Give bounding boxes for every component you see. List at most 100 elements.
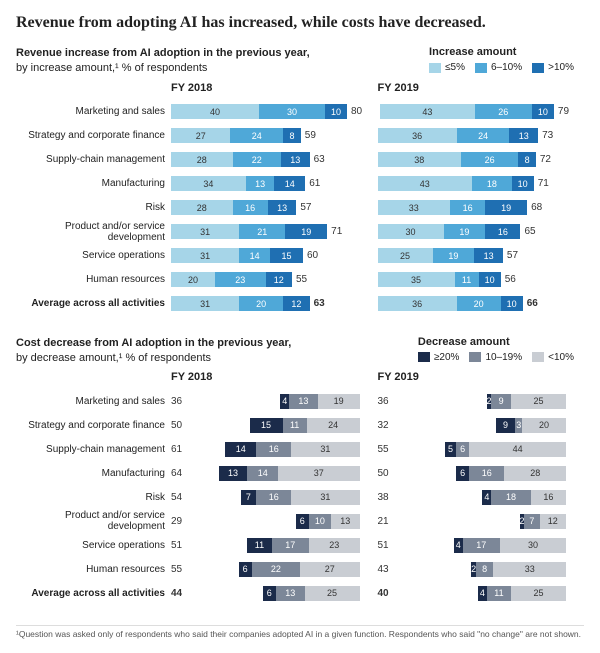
row-total: 50 [171,420,182,431]
bar-segment: 22 [252,562,300,577]
bar-segment: 30 [259,104,325,119]
bar-segment: 16 [256,490,291,505]
legend-item: ≤5% [429,62,465,73]
row-label: Average across all activities [16,588,171,599]
row-total: 55 [171,564,182,575]
bar-area: 932032 [378,418,585,433]
bar-segment: 7 [524,514,539,529]
bar-segment: 9 [496,418,516,433]
chart-row: Supply-chain management282213633826872 [16,148,584,172]
bar-segment: 35 [378,272,455,287]
bar-segment: 19 [285,224,327,239]
row-label: Product and/or service development [16,510,171,532]
chart-row: Marketing and sales4131936292536 [16,389,584,413]
bar-segment: 16 [450,200,485,215]
bar-area: 4131936 [171,394,378,409]
bar-segment: 8 [476,562,494,577]
bar-segment: 14 [225,442,256,457]
bar-area: 283343 [378,562,585,577]
legend-item: 10–19% [469,352,522,363]
row-label: Service operations [16,250,171,261]
bar-area: 40301080 [171,104,380,119]
bar-segment: 18 [472,176,512,191]
bar-segment: 4 [454,538,463,553]
cost-title: Cost decrease from AI adoption in the pr… [16,336,291,366]
chart-row: Average across all activities61325444112… [16,581,584,605]
bar-segment: 9 [491,394,511,409]
bar-area: 35111056 [378,272,585,287]
row-total: 71 [538,178,549,189]
bar-segment: 24 [230,128,283,143]
row-total: 65 [524,226,535,237]
bar-segment: 6 [239,562,252,577]
bar-area: 6101329 [171,514,378,529]
bar-segment: 10 [532,104,554,119]
bar-segment: 10 [512,176,534,191]
bar-segment: 30 [378,224,444,239]
row-label: Risk [16,202,171,213]
chart-row: Supply-chain management14163161564455 [16,437,584,461]
bar-segment: 34 [171,176,246,191]
bar-segment: 4 [280,394,289,409]
bar-segment: 20 [171,272,215,287]
bar-segment: 15 [270,248,303,263]
bar-area: 3826872 [378,152,585,167]
bar-segment: 6 [263,586,276,601]
bar-segment: 36 [378,128,457,143]
bar-segment: 10 [325,104,347,119]
bar-segment: 25 [511,586,566,601]
headline: Revenue from adopting AI has increased, … [16,14,584,32]
bar-segment: 6 [296,514,309,529]
bar-segment: 11 [247,538,271,553]
chart-row: Strategy and corporate finance272485936 2… [16,124,584,148]
chart-row: Strategy and corporate finance1511245093… [16,413,584,437]
row-total: 55 [296,274,307,285]
bar-area: 31201263 [171,296,378,311]
bar-segment: 26 [461,152,518,167]
chart-row: Service operations111723514173051 [16,533,584,557]
row-total: 21 [378,516,389,527]
bar-segment: 13 [281,152,310,167]
bar-segment: 17 [463,538,500,553]
bar-area: 43261079 [380,104,587,119]
bar-segment: 27 [300,562,359,577]
bar-segment: 38 [378,152,462,167]
bar-segment: 14 [247,466,278,481]
bar-segment: 4 [478,586,487,601]
bar-segment: 6 [456,442,469,457]
bar-segment: 10 [479,272,501,287]
bar-area: 292536 [378,394,585,409]
bar-area: 4173051 [378,538,585,553]
bar-area: 2724859 [171,128,378,143]
row-total: 61 [171,444,182,455]
bar-segment: 28 [171,200,233,215]
row-total: 43 [378,564,389,575]
bar-segment: 16 [485,224,520,239]
row-label: Supply-chain management [16,154,171,165]
row-label: Product and/or service development [16,221,171,243]
bar-segment: 31 [291,442,359,457]
bar-area: 36201066 [378,296,585,311]
bar-segment: 28 [171,152,233,167]
bar-segment: 33 [493,562,566,577]
bar-segment: 5 [445,442,456,457]
row-total: 32 [378,420,389,431]
row-label: Strategy and corporate finance [16,130,171,141]
bar-segment: 4 [482,490,491,505]
row-label: Service operations [16,540,171,551]
chart-row: Manufacturing3413146143181071 [16,172,584,196]
bar-segment: 17 [272,538,309,553]
row-total: 51 [171,540,182,551]
bar-segment: 31 [291,490,359,505]
row-total: 36 [171,396,182,407]
chart-row: Manufacturing131437646162850 [16,461,584,485]
bar-segment: 6 [456,466,469,481]
row-total: 50 [378,468,389,479]
row-label: Average across all activities [16,298,171,309]
bar-segment: 12 [283,296,309,311]
revenue-legend: Increase amount ≤5%6–10%>10% [429,46,574,73]
bar-segment: 19 [485,200,527,215]
bar-segment: 31 [171,296,239,311]
bar-segment: 37 [278,466,359,481]
row-total: 51 [378,540,389,551]
